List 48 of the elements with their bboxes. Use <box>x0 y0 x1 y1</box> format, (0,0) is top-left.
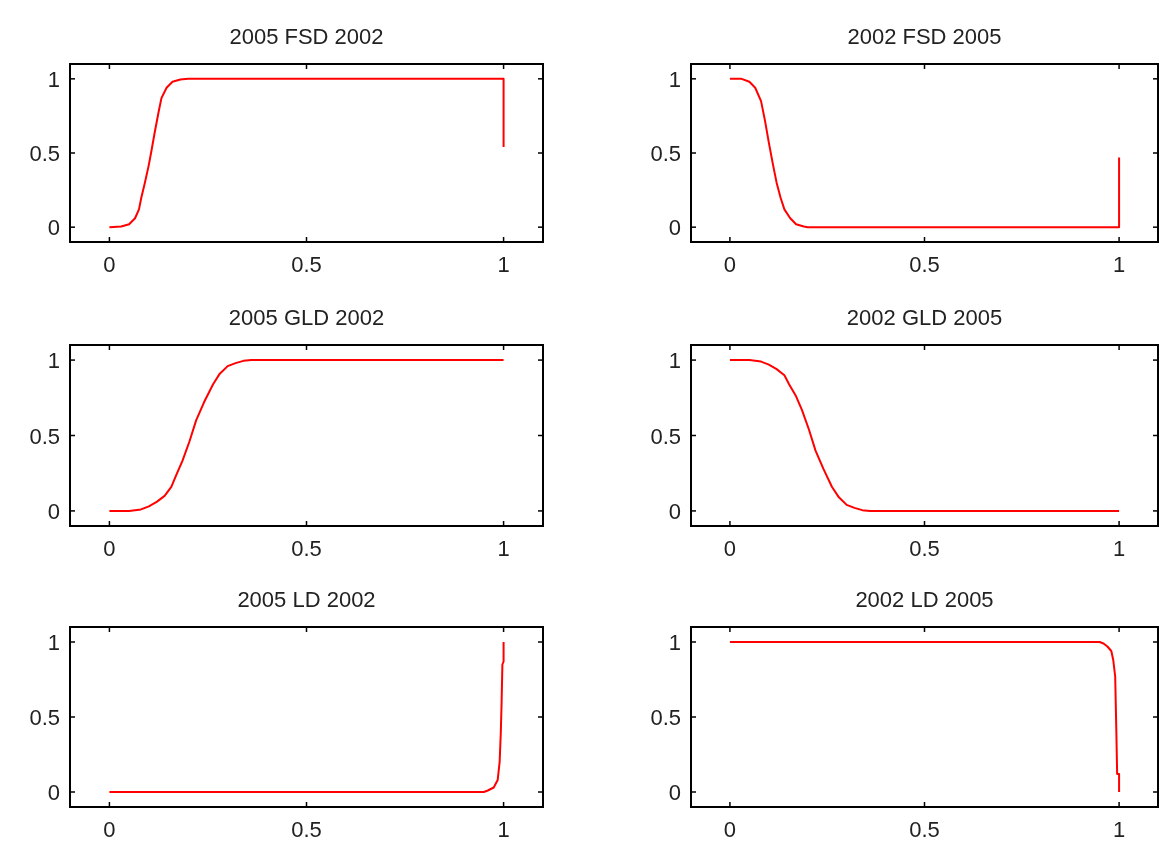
line-series <box>108 77 505 229</box>
x-tick-label: 0.5 <box>909 536 940 561</box>
y-tick-label: 1 <box>668 630 681 655</box>
x-tick-label: 1 <box>497 817 510 842</box>
chart-title: 2002 LD 2005 <box>855 587 994 612</box>
y-tick-label: 1 <box>668 66 681 92</box>
chart-title: 2005 GLD 2002 <box>228 305 385 330</box>
y-tick-label: 0.5 <box>650 705 681 730</box>
y-tick-label: 0 <box>47 215 60 241</box>
x-tick-label: 0.5 <box>291 817 322 842</box>
y-tick-label: 0.5 <box>650 423 681 449</box>
chart-title: 2002 GLD 2005 <box>846 305 1003 330</box>
y-tick-label: 1 <box>47 630 60 655</box>
x-tick-label: 1 <box>497 252 510 277</box>
chart-title: 2002 FSD 2005 <box>847 24 1002 49</box>
y-tick-label: 0 <box>47 780 60 805</box>
chart-title: 2005 FSD 2002 <box>229 24 384 49</box>
x-tick-label: 1 <box>1112 817 1126 842</box>
y-tick-label: 1 <box>47 348 60 374</box>
x-tick-label: 0 <box>103 252 116 277</box>
x-tick-label: 1 <box>1112 252 1126 277</box>
y-tick-label: 0 <box>668 780 681 805</box>
line-series <box>728 77 1121 229</box>
x-tick-label: 0 <box>723 817 737 842</box>
x-tick-label: 0.5 <box>291 252 322 277</box>
y-tick-label: 0.5 <box>29 705 60 730</box>
line-series <box>108 641 505 793</box>
x-tick-label: 0.5 <box>909 817 940 842</box>
x-tick-label: 0 <box>103 817 116 842</box>
y-tick-label: 1 <box>668 348 681 374</box>
y-tick-label: 0.5 <box>29 141 60 166</box>
x-tick-label: 1 <box>1112 536 1126 561</box>
y-tick-label: 0.5 <box>29 423 60 449</box>
line-series <box>728 359 1121 512</box>
chart-title: 2005 LD 2002 <box>237 587 376 612</box>
y-tick-label: 0.5 <box>650 141 681 166</box>
x-tick-label: 0 <box>723 536 737 561</box>
x-tick-label: 1 <box>497 536 510 561</box>
x-tick-label: 0.5 <box>291 536 322 561</box>
y-tick-label: 0 <box>668 215 681 241</box>
y-tick-label: 0 <box>668 498 681 524</box>
x-tick-label: 0 <box>723 252 737 277</box>
line-series <box>728 641 1121 793</box>
x-tick-label: 0.5 <box>909 252 940 277</box>
y-tick-label: 1 <box>47 66 60 92</box>
line-series <box>108 359 505 512</box>
y-tick-label: 0 <box>47 498 60 524</box>
x-tick-label: 0 <box>103 536 116 561</box>
